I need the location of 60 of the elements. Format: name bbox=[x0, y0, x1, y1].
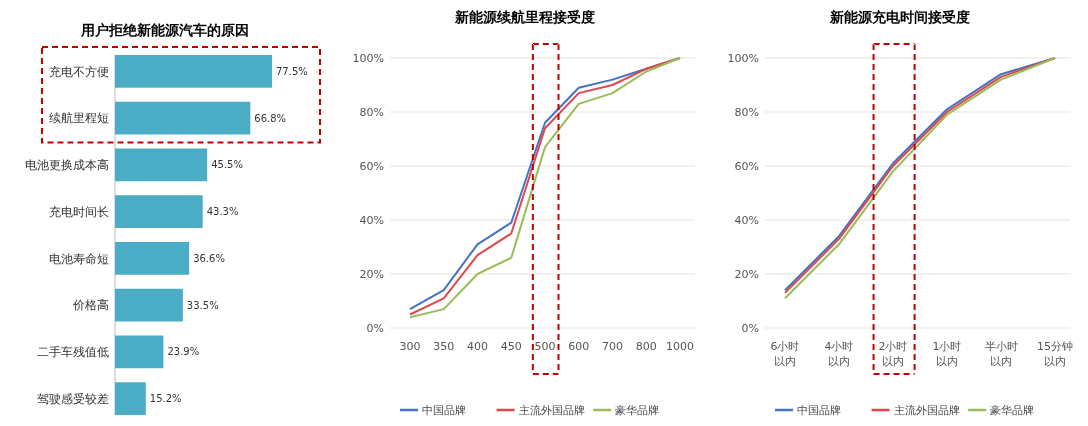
y-tick-label: 20% bbox=[359, 267, 384, 281]
bar bbox=[115, 55, 272, 88]
x-tick-label: 600 bbox=[568, 340, 590, 353]
x-tick-label: 500 bbox=[534, 340, 556, 353]
y-tick-label: 电池更换成本高 bbox=[25, 158, 109, 173]
y-tick-label: 充电不方便 bbox=[49, 64, 109, 79]
y-tick-label: 驾驶感受较差 bbox=[37, 391, 109, 406]
y-tick-label: 40% bbox=[734, 213, 759, 227]
x-tick-label: 1小时以内 bbox=[932, 340, 962, 368]
legend-label: 豪华品牌 bbox=[990, 403, 1035, 417]
x-tick-label: 700 bbox=[602, 340, 623, 353]
y-tick-label: 80% bbox=[734, 105, 759, 119]
data-label: 36.6% bbox=[193, 252, 225, 264]
x-tick-label: 400 bbox=[467, 340, 488, 353]
x-tick-label: 4小时以内 bbox=[824, 340, 854, 368]
bar bbox=[115, 335, 164, 369]
x-tick-label: 300 bbox=[399, 340, 421, 353]
bar bbox=[115, 242, 190, 275]
x-tick-label: 800 bbox=[635, 340, 657, 353]
legend-label: 豪华品牌 bbox=[615, 403, 660, 417]
legend-label: 中国品牌 bbox=[797, 403, 841, 417]
y-tick-label: 电池寿命短 bbox=[49, 251, 109, 266]
data-label: 45.5% bbox=[211, 159, 243, 171]
y-tick-label: 续航里程短 bbox=[49, 111, 109, 126]
y-tick-label: 60% bbox=[734, 159, 759, 173]
y-tick-label: 价格高 bbox=[72, 298, 109, 313]
bar bbox=[115, 382, 146, 415]
chart-title: 新能源充电时间接受度 bbox=[829, 9, 970, 25]
x-tick-label: 半小时以内 bbox=[984, 340, 1018, 368]
x-tick-label: 1000 bbox=[666, 340, 694, 353]
x-tick-label: 350 bbox=[433, 340, 455, 353]
data-label: 15.2% bbox=[149, 393, 182, 405]
y-tick-label: 0% bbox=[366, 321, 384, 335]
bar bbox=[115, 148, 208, 182]
data-label: 66.8% bbox=[254, 112, 287, 124]
y-tick-label: 0% bbox=[741, 321, 759, 335]
data-label: 77.5% bbox=[276, 65, 308, 77]
bar bbox=[115, 288, 183, 322]
y-tick-label: 充电时间长 bbox=[49, 204, 109, 219]
y-tick-label: 二手车残值低 bbox=[37, 345, 109, 360]
chart-title: 用户拒绝新能源汽车的原因 bbox=[80, 22, 249, 38]
data-label: 43.3% bbox=[206, 206, 239, 218]
legend-label: 主流外国品牌 bbox=[518, 403, 585, 417]
chart-title: 新能源续航里程接受度 bbox=[454, 9, 595, 25]
legend-label: 主流外国品牌 bbox=[893, 403, 960, 417]
x-tick-label: 450 bbox=[500, 340, 522, 353]
x-tick-label: 15分钟以内 bbox=[1037, 340, 1073, 368]
y-tick-label: 40% bbox=[359, 213, 384, 227]
data-label: 33.5% bbox=[186, 299, 219, 311]
x-tick-label: 6小时以内 bbox=[770, 340, 800, 368]
y-tick-label: 80% bbox=[359, 105, 384, 119]
bar bbox=[115, 101, 251, 135]
x-tick-label: 2小时以内 bbox=[878, 340, 908, 368]
y-tick-label: 60% bbox=[359, 159, 384, 173]
data-label: 23.9% bbox=[167, 346, 200, 358]
y-tick-label: 100% bbox=[352, 51, 384, 65]
bar bbox=[115, 195, 203, 228]
y-tick-label: 100% bbox=[727, 51, 759, 65]
legend-label: 中国品牌 bbox=[422, 403, 466, 417]
y-tick-label: 20% bbox=[734, 267, 759, 281]
